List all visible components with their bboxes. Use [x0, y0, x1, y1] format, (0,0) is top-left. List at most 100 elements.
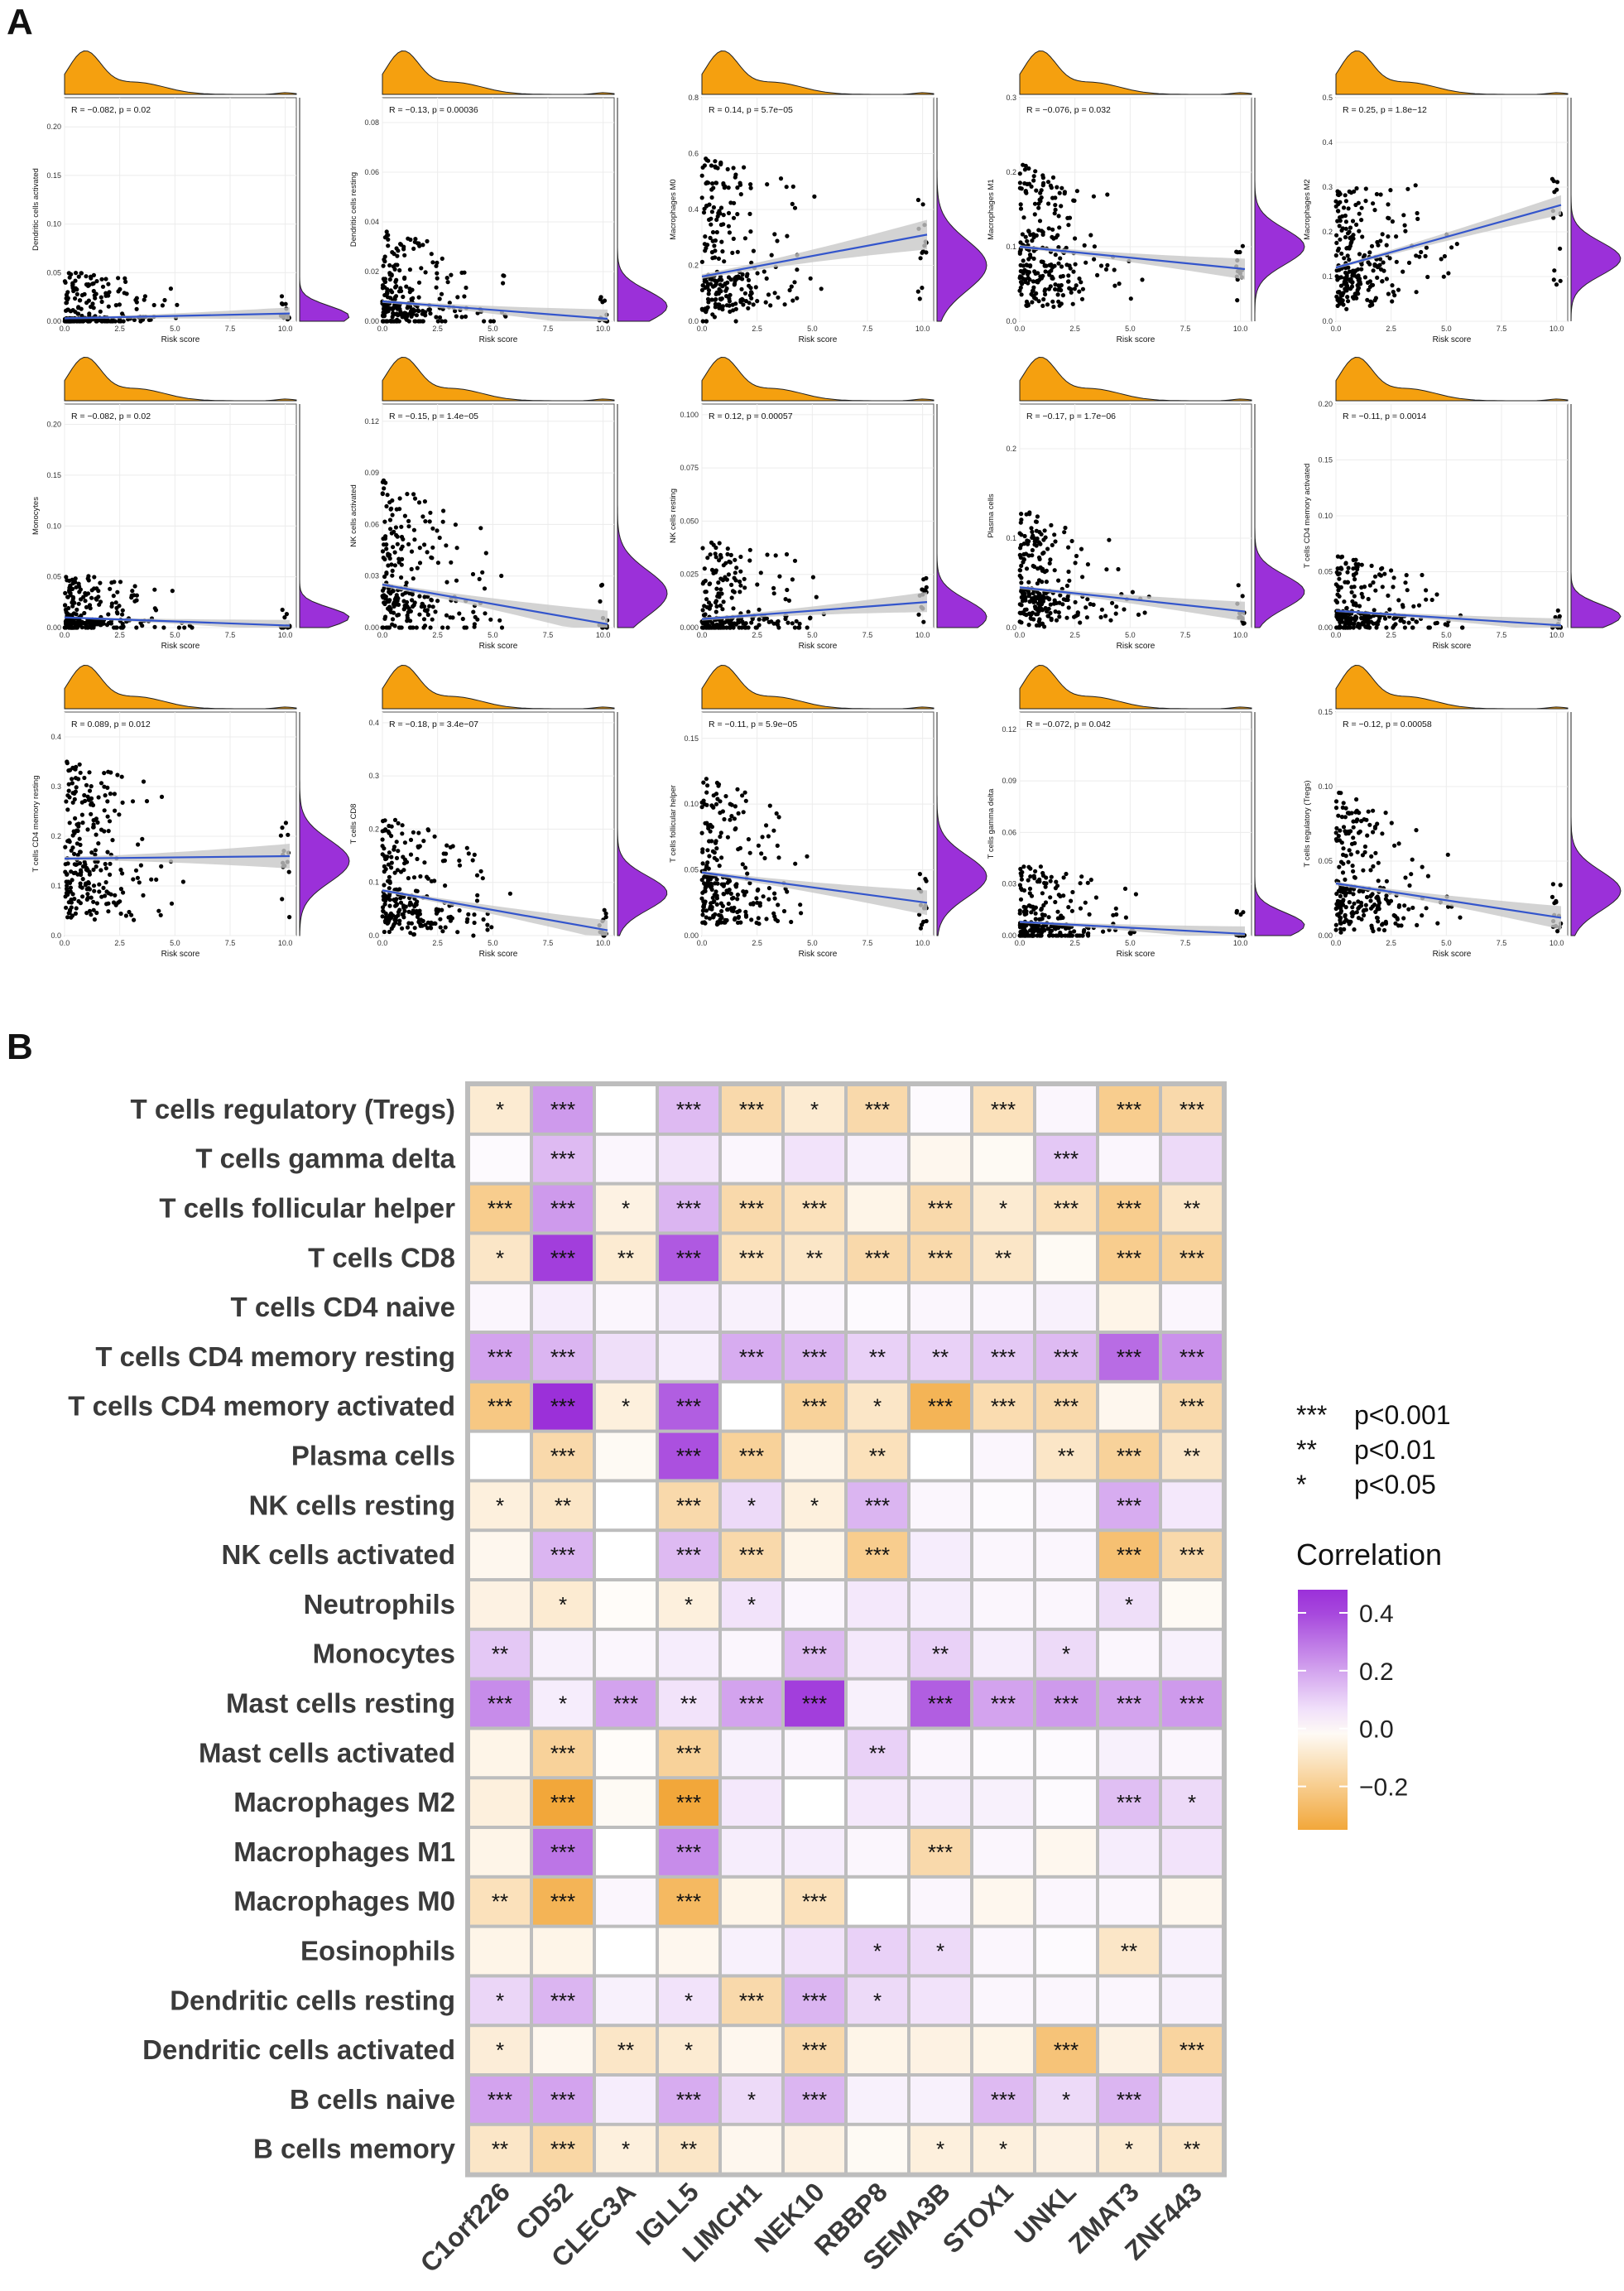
data-point: [738, 554, 743, 560]
significance-stars: *: [1062, 2087, 1070, 2112]
significance-stars: **: [995, 1245, 1011, 1270]
heatmap-cell: [785, 1928, 844, 1975]
data-point: [1019, 517, 1024, 522]
data-point: [429, 597, 434, 602]
data-point: [918, 256, 923, 261]
x-tick-label: 0.0: [60, 939, 70, 947]
data-point: [1336, 201, 1341, 207]
data-point: [64, 308, 69, 313]
data-point: [1074, 283, 1079, 288]
data-point: [1371, 580, 1376, 585]
data-point: [1375, 275, 1380, 280]
data-point: [388, 306, 393, 311]
heatmap-cell: [973, 1829, 1033, 1875]
data-point: [1348, 890, 1353, 895]
data-point: [1367, 583, 1372, 588]
data-point: [1415, 216, 1420, 221]
data-point: [1384, 878, 1389, 883]
data-point: [1056, 610, 1061, 615]
data-point: [392, 817, 398, 823]
data-point: [464, 285, 468, 291]
data-point: [1027, 599, 1032, 604]
data-point: [1365, 297, 1370, 302]
x-tick-label: 2.5: [114, 631, 125, 639]
data-point: [1017, 276, 1022, 281]
data-point: [396, 849, 401, 854]
data-point: [725, 546, 730, 551]
data-point: [77, 762, 82, 767]
data-point: [396, 560, 401, 565]
data-point: [715, 881, 720, 886]
data-point: [751, 901, 756, 906]
scatter-plot-14: 0.000.030.060.090.120.0 2.5 5.0 7.5 10.0R = …: [987, 664, 1305, 959]
data-point: [457, 858, 462, 863]
data-point: [1351, 892, 1356, 897]
data-point: [1343, 854, 1348, 859]
data-point: [387, 898, 392, 902]
heatmap-cell: [1036, 1383, 1096, 1430]
data-point: [102, 808, 107, 813]
data-point: [87, 621, 92, 626]
y-tick-label: 0.2: [368, 825, 379, 833]
data-point: [1039, 532, 1044, 537]
heatmap-cell: [470, 2027, 530, 2073]
y-tick-label: 0.1: [1006, 534, 1016, 542]
data-point: [1067, 263, 1072, 268]
data-point: [1344, 283, 1350, 288]
y-tick-label: 0.3: [1322, 183, 1333, 191]
data-point: [419, 266, 424, 271]
confidence-band: [1020, 245, 1245, 280]
data-point: [391, 923, 396, 929]
data-point: [1021, 888, 1027, 893]
data-point: [386, 563, 391, 568]
data-point: [1034, 528, 1039, 533]
data-point: [118, 625, 123, 630]
data-point: [1042, 912, 1047, 917]
data-point: [154, 877, 159, 882]
legend-stars: **: [1296, 1435, 1317, 1465]
heatmap-cell: [659, 2077, 718, 2123]
data-point: [1359, 917, 1364, 922]
data-point: [477, 576, 482, 582]
data-point: [76, 601, 81, 606]
data-point: [74, 764, 79, 769]
data-point: [159, 864, 164, 869]
x-tick-label: 10.0: [1550, 631, 1564, 639]
data-point: [725, 880, 730, 885]
data-point: [433, 609, 438, 614]
data-point: [1018, 886, 1023, 891]
y-axis-label: T cells regulatory (Tregs): [1303, 780, 1312, 867]
data-point: [701, 580, 706, 585]
data-point: [1111, 912, 1116, 917]
data-point: [175, 302, 180, 307]
legend-pvalue: p<0.001: [1354, 1400, 1451, 1430]
data-point: [1353, 557, 1358, 562]
y-tick-label: 0.4: [688, 205, 699, 214]
data-point: [725, 835, 731, 840]
significance-stars: **: [869, 1444, 886, 1469]
scatter-plot-10: 0.000.050.100.150.200.0 2.5 5.0 7.5 10.0R = …: [1303, 356, 1622, 651]
heatmap-cell: [1099, 1532, 1159, 1578]
data-point: [1558, 246, 1563, 251]
data-point: [1356, 621, 1361, 626]
x-tick-label: 2.5: [1069, 325, 1080, 333]
heatmap-cell: [659, 1680, 718, 1727]
data-point: [742, 622, 747, 627]
data-point: [396, 821, 401, 825]
data-point: [711, 205, 717, 210]
data-point: [69, 625, 74, 630]
data-point: [389, 824, 394, 829]
data-point: [462, 270, 467, 275]
data-point: [1336, 625, 1341, 630]
data-point: [1056, 893, 1061, 898]
data-point: [176, 625, 181, 630]
data-point: [726, 224, 732, 229]
data-point: [1041, 296, 1046, 302]
data-point: [411, 931, 416, 937]
data-point: [1026, 166, 1031, 171]
heatmap-cell: [973, 1977, 1033, 2024]
data-point: [1020, 269, 1025, 274]
data-point: [78, 298, 83, 303]
data-point: [74, 291, 79, 296]
data-point: [1053, 286, 1058, 291]
